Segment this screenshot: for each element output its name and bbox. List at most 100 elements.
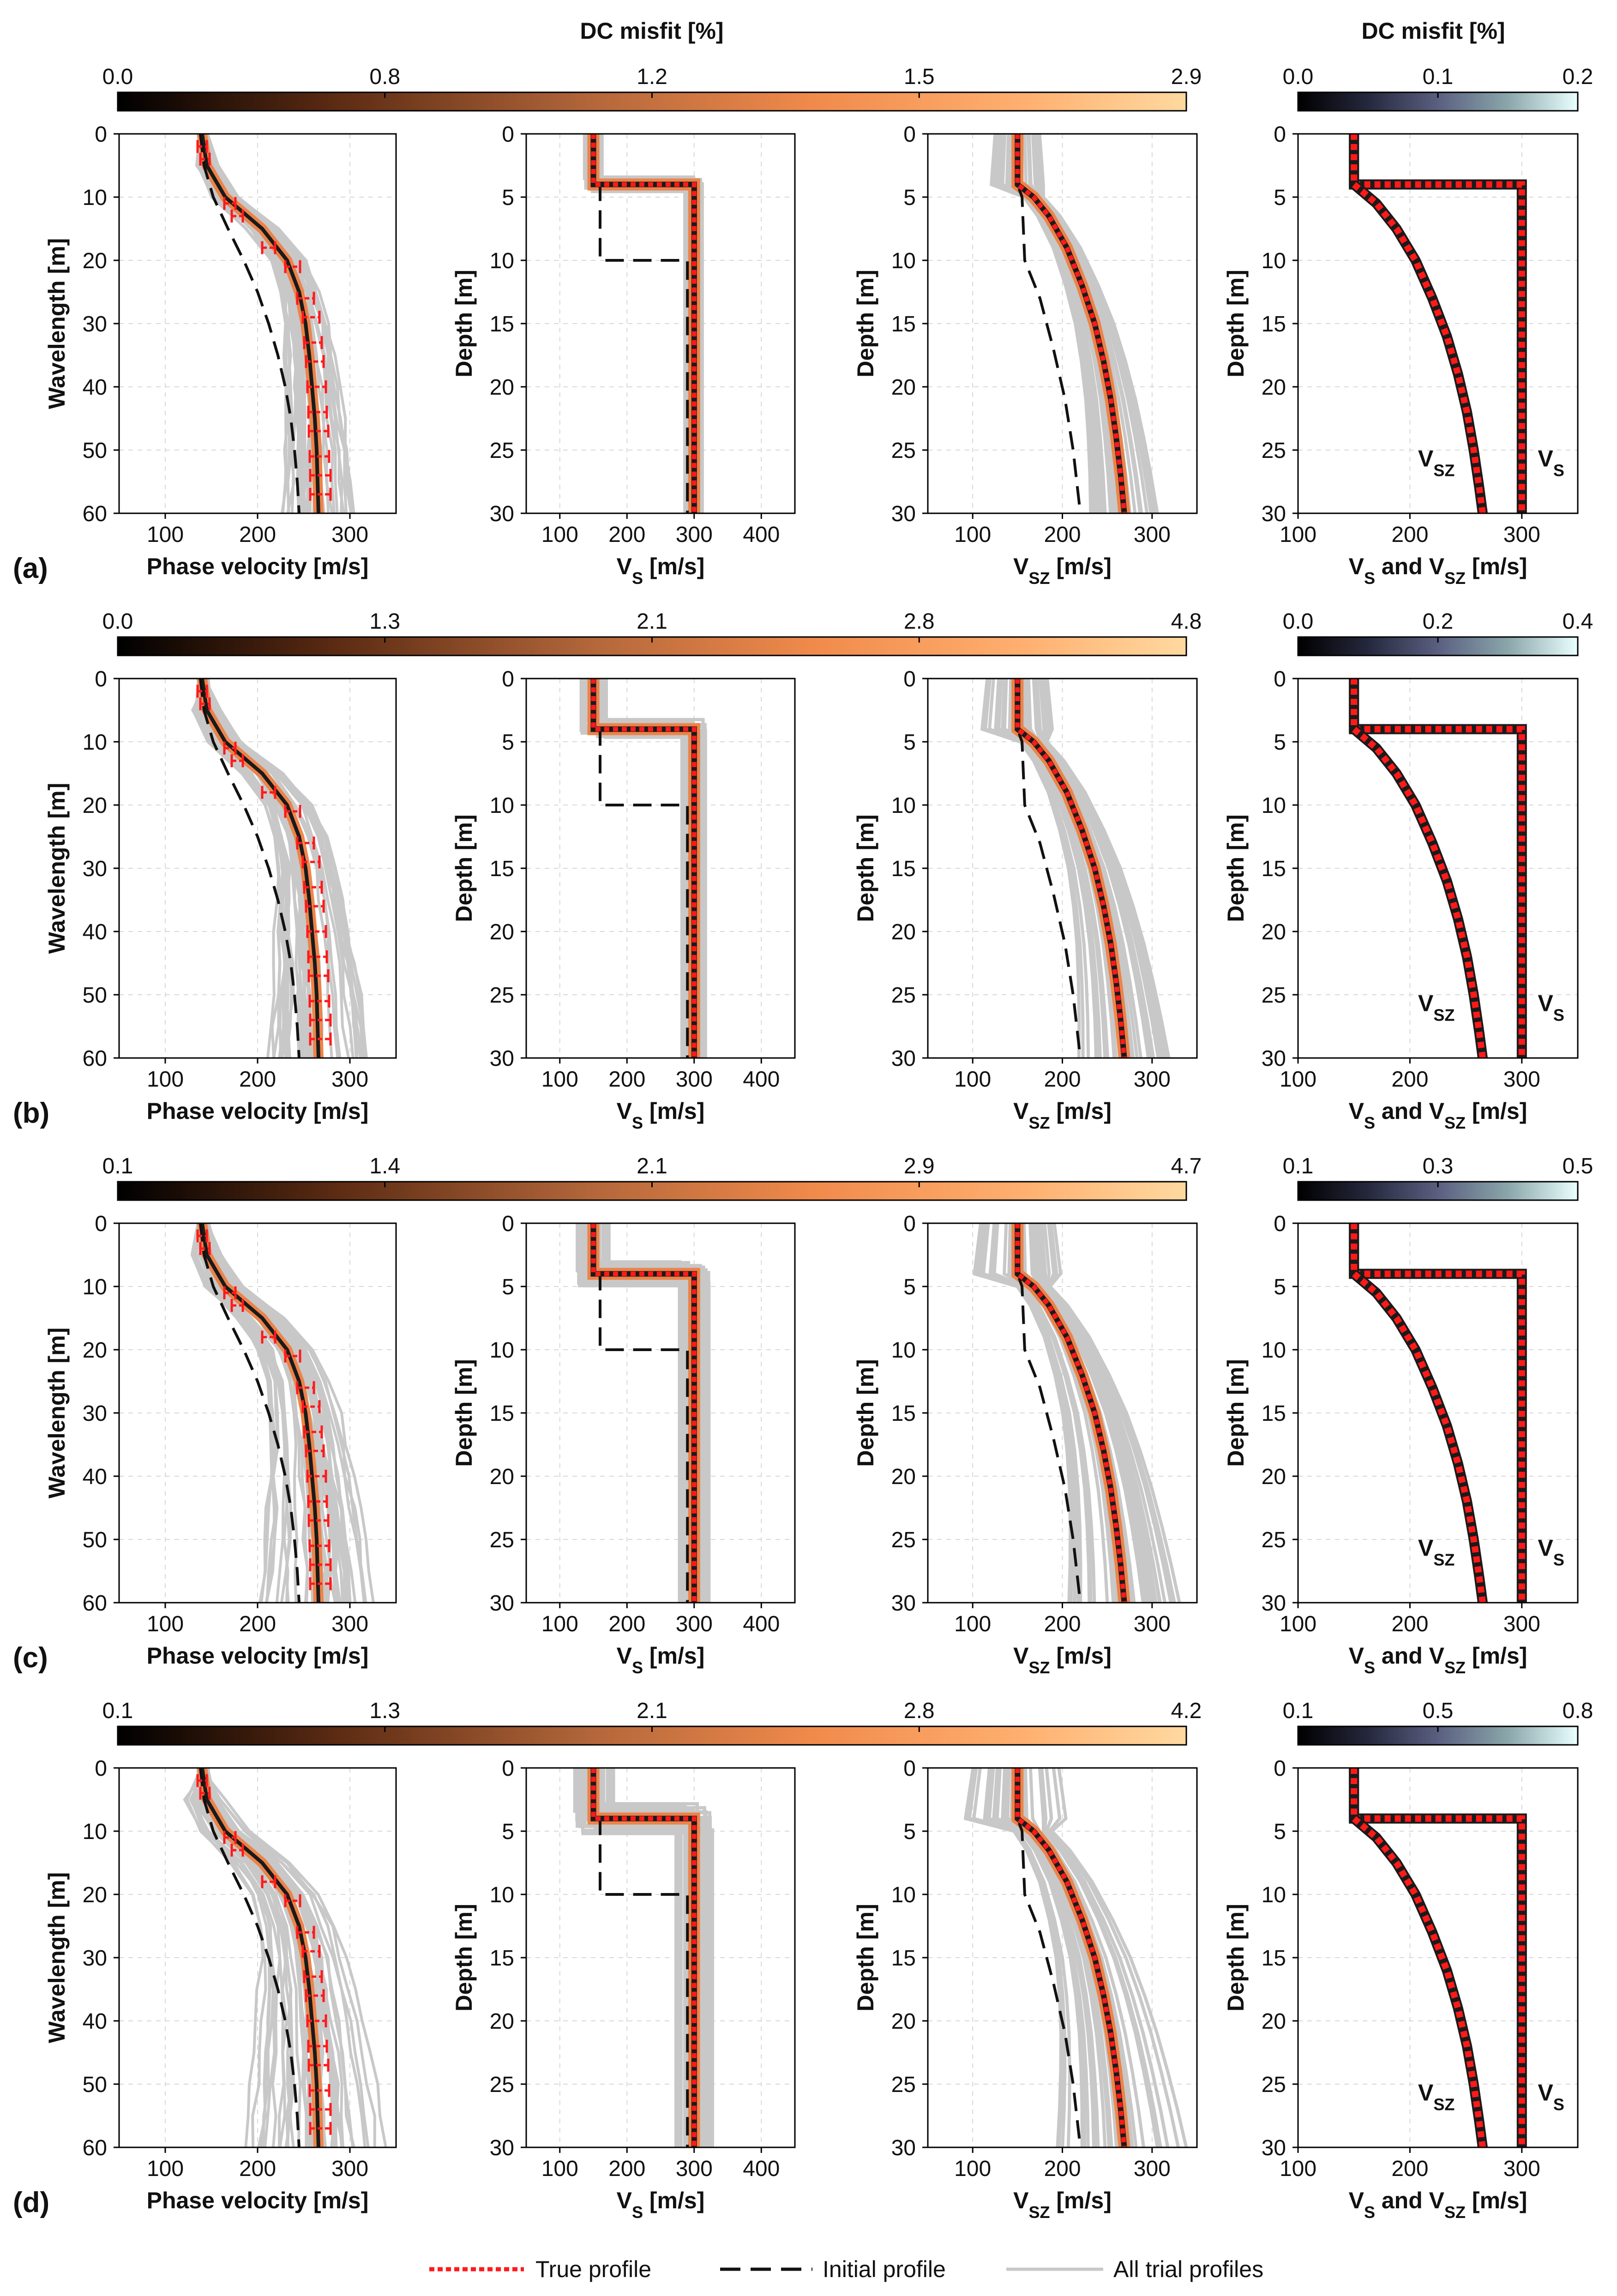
x-axis-label: VS and VSZ [m/s] [1349,553,1527,588]
y-tick-label: 5 [1274,1820,1286,1844]
x-tick-label: 100 [147,523,184,547]
axes-3: VSZ VS 100 200 300 0 5 10 15 20 25 30 VS and VSZ [m/… [1223,667,1579,1132]
x-axis-label: VS [m/s] [617,2188,705,2222]
colorbar-left-tick-label: 1.2 [637,65,667,89]
y-tick-label: 30 [891,1591,916,1616]
x-axis-label: Phase velocity [m/s] [147,553,369,579]
y-tick-label: 50 [83,983,107,1008]
colorbar-right-tick-label: 0.8 [1563,1699,1593,1723]
plot-area [1349,134,1527,513]
y-tick-label: 20 [891,920,916,944]
axes-0: 100 200 300 0 10 20 30 40 50 60 Phase velocity [m/… [44,667,397,1124]
y-tick-label: 30 [891,2136,916,2160]
y-tick-label: 0 [1274,1212,1286,1236]
x-axis-label: VS [m/s] [617,553,705,588]
colorbar-title-right: DC misfit [%] [1361,18,1505,44]
x-tick-label: 300 [331,523,368,547]
y-tick-label: 40 [83,375,107,400]
y-tick-label: 5 [903,730,916,755]
trial-profile [1043,1223,1167,1603]
y-tick-label: 25 [1262,439,1286,463]
y-tick-label: 20 [1262,920,1286,944]
y-axis-label: Wavelength [m] [44,1872,70,2043]
trial-profile [577,1223,711,1603]
true-profile [1015,134,1127,513]
annotation-vs: VS [1538,1535,1564,1569]
y-axis-label: Depth [m] [451,814,477,922]
plot-area [1349,1768,1527,2147]
axes-3: VSZ VS 100 200 300 0 5 10 15 20 25 30 VS and VSZ [m/… [1223,122,1579,588]
y-tick-label: 20 [490,375,514,400]
annotation-vs: VS [1538,991,1564,1025]
x-tick-label: 100 [954,1612,991,1636]
annotation-vsz: VSZ [1418,2080,1455,2114]
y-tick-label: 20 [891,1465,916,1489]
x-tick-label: 200 [1391,523,1428,547]
x-tick-label: 400 [743,2157,780,2181]
trial-profile [987,679,1090,1058]
trial-profile [1035,679,1155,1058]
trial-profile [1040,1768,1162,2147]
x-tick-label: 200 [1044,523,1081,547]
x-tick-label: 200 [1391,1067,1428,1092]
plot-area [191,679,368,1058]
plot-area [576,1223,711,1603]
true-profile [591,1768,697,2147]
true-profile [591,134,697,513]
x-axis-label: VS and VSZ [m/s] [1349,1098,1527,1132]
x-tick-label: 100 [541,523,578,547]
y-tick-label: 20 [891,2009,916,2034]
true-profile [1015,1768,1127,2147]
colorbar-right-tick-label: 0.2 [1563,65,1593,89]
y-tick-label: 10 [891,793,916,818]
y-tick-label: 20 [1262,2009,1286,2034]
y-tick-label: 5 [903,186,916,210]
y-tick-label: 10 [490,1338,514,1363]
colorbar-right-tick-label: 0.2 [1423,609,1454,634]
x-tick-label: 400 [743,1612,780,1636]
colorbar-left-tick-label: 1.4 [369,1154,400,1178]
y-tick-label: 50 [83,439,107,463]
x-tick-label: 100 [1280,523,1316,547]
colorbar-left-tick-label: 2.9 [904,1154,935,1178]
y-tick-label: 10 [83,730,107,755]
panel-label: (c) [13,1642,48,1674]
x-tick-label: 200 [239,2157,276,2181]
colorbar-right-tick-label: 0.5 [1423,1699,1454,1723]
true-profile [591,679,697,1058]
x-tick-label: 300 [331,2157,368,2181]
annotation-vsz: VSZ [1418,446,1455,480]
trial-profile [1047,1768,1180,2147]
x-tick-label: 200 [239,1067,276,1092]
legend-initial-label: Initial profile [823,2256,946,2282]
x-tick-label: 100 [954,523,991,547]
y-tick-label: 30 [891,502,916,526]
plot-area [190,1223,375,1603]
y-axis-label: Depth [m] [1223,1904,1249,2011]
x-axis-label: VSZ [m/s] [1013,2188,1112,2222]
y-tick-label: 20 [490,920,514,944]
y-tick-label: 40 [83,1465,107,1489]
y-tick-label: 25 [1262,2073,1286,2097]
y-tick-label: 10 [1262,249,1286,273]
x-tick-label: 300 [676,1067,713,1092]
trial-profile [204,1768,367,2147]
axes-2: 100 200 300 0 5 10 15 20 25 30 VSZ [m/s] Depth [m] [853,122,1198,588]
plot-area [183,1768,387,2147]
plot-area [989,134,1159,513]
y-tick-label: 60 [83,1591,107,1616]
x-tick-label: 200 [1044,1612,1081,1636]
colorbar-title-left: DC misfit [%] [580,18,723,44]
trial-profile [196,1768,295,2147]
axes-3: VSZ VS 100 200 300 0 5 10 15 20 25 30 VS and VSZ [m/… [1223,1212,1579,1677]
y-tick-label: 0 [1274,122,1286,147]
y-tick-label: 30 [490,1591,514,1616]
y-axis-label: Depth [m] [1223,1359,1249,1467]
y-axis-label: Depth [m] [451,270,477,377]
plot-area [1349,679,1527,1058]
colorbar-right-tick-label: 0.1 [1423,65,1454,89]
y-tick-label: 10 [490,793,514,818]
initial-profile [199,134,301,513]
y-tick-label: 10 [83,1275,107,1299]
y-tick-label: 10 [891,1338,916,1363]
